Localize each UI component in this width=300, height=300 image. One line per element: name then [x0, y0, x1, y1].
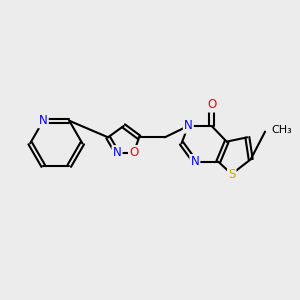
Text: O: O — [207, 98, 216, 111]
Text: N: N — [113, 146, 122, 159]
Text: O: O — [129, 146, 138, 159]
Text: N: N — [184, 119, 193, 132]
Text: N: N — [39, 114, 48, 127]
Text: N: N — [39, 114, 48, 127]
Text: O: O — [129, 146, 138, 159]
Text: CH₃: CH₃ — [271, 125, 292, 135]
Text: S: S — [228, 168, 235, 181]
Text: N: N — [190, 155, 199, 168]
Text: N: N — [113, 146, 122, 159]
Text: O: O — [207, 98, 216, 111]
Text: S: S — [228, 168, 235, 181]
Text: N: N — [190, 155, 199, 168]
Text: N: N — [184, 119, 193, 132]
